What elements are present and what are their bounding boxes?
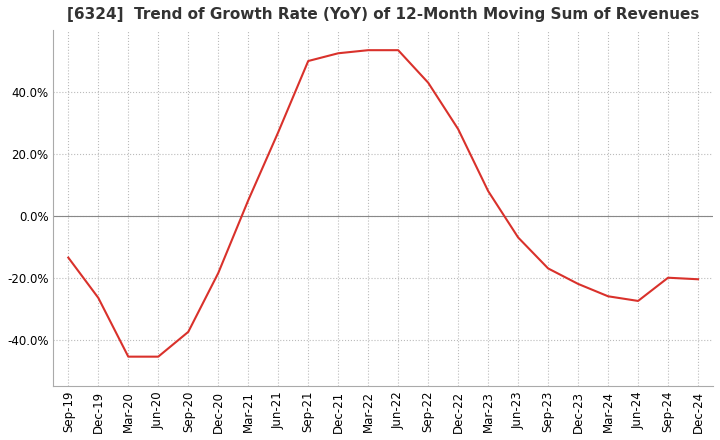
Title: [6324]  Trend of Growth Rate (YoY) of 12-Month Moving Sum of Revenues: [6324] Trend of Growth Rate (YoY) of 12-… (67, 7, 699, 22)
